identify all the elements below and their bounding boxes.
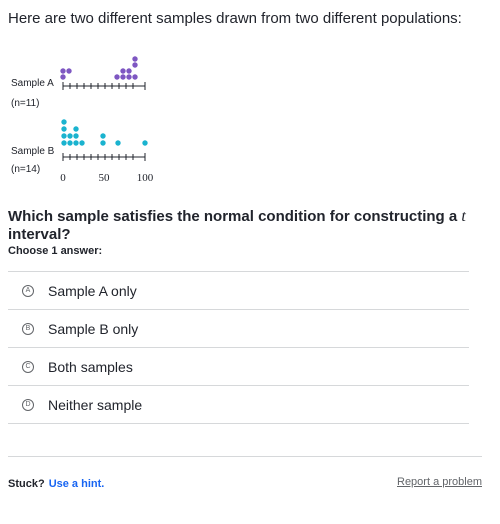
sample-b-dot xyxy=(61,126,66,131)
sample-a-dot xyxy=(126,74,131,79)
stuck-label: Stuck? Use a hint. xyxy=(8,478,104,490)
sample-b-dot xyxy=(61,133,66,138)
choice-c-radio[interactable]: C xyxy=(22,361,34,373)
sample-a-n: (n=11) xyxy=(11,98,39,109)
stuck-text: Stuck? xyxy=(8,478,45,490)
sample-a-dot xyxy=(132,62,137,67)
sample-a-label: Sample A xyxy=(11,78,54,89)
sample-a-dot xyxy=(66,68,71,73)
sample-b-dot xyxy=(142,140,147,145)
tick-label-50: 50 xyxy=(99,172,111,184)
choice-d-radio[interactable]: D xyxy=(22,399,34,411)
use-hint-link[interactable]: Use a hint. xyxy=(49,478,105,490)
choose-label: Choose 1 answer: xyxy=(8,245,102,257)
sample-a-dot xyxy=(60,74,65,79)
choice-b-text: Sample B only xyxy=(48,321,138,337)
sample-b-dot xyxy=(73,140,78,145)
question-prompt: Which sample satisfies the normal condit… xyxy=(8,208,500,243)
sample-b-dot xyxy=(73,126,78,131)
tick-label-100: 100 xyxy=(137,172,154,184)
sample-b-dot xyxy=(67,133,72,138)
sample-a-dots xyxy=(60,56,137,79)
sample-b-dot xyxy=(100,140,105,145)
sample-a-dot xyxy=(132,56,137,61)
footer-divider xyxy=(8,456,482,457)
prompt-t-variable: t xyxy=(461,208,465,225)
choice-c-text: Both samples xyxy=(48,359,133,375)
tick-label-0: 0 xyxy=(60,172,66,184)
sample-b-dot xyxy=(67,140,72,145)
sample-a-dot xyxy=(132,74,137,79)
sample-b-dot xyxy=(115,140,120,145)
sample-b-n: (n=14) xyxy=(11,164,40,175)
question-text: Here are two different samples drawn fro… xyxy=(8,10,462,27)
choice-b-radio[interactable]: B xyxy=(22,323,34,335)
sample-b-dots xyxy=(61,119,147,145)
choice-a-text: Sample A only xyxy=(48,283,137,299)
sample-a-dot xyxy=(60,68,65,73)
sample-b-dot xyxy=(61,119,66,124)
sample-a-dot xyxy=(120,68,125,73)
sample-b-axis xyxy=(63,153,145,161)
answer-choices: A Sample A only B Sample B only C Both s… xyxy=(8,271,469,424)
sample-a-dot xyxy=(120,74,125,79)
sample-a-dot xyxy=(126,68,131,73)
choice-a-radio[interactable]: A xyxy=(22,285,34,297)
report-problem-link[interactable]: Report a problem xyxy=(397,476,482,488)
sample-b-dot xyxy=(100,133,105,138)
dot-plots: Sample A (n=11) Sample B (n=14) xyxy=(0,44,170,189)
sample-b-dot xyxy=(61,140,66,145)
sample-b-dot xyxy=(73,133,78,138)
sample-a-axis xyxy=(63,82,145,90)
sample-b-label: Sample B xyxy=(11,146,55,157)
choice-b[interactable]: B Sample B only xyxy=(8,310,469,348)
prompt-text-before: Which sample satisfies the normal condit… xyxy=(8,208,457,225)
choice-d-text: Neither sample xyxy=(48,397,142,413)
sample-a-dot xyxy=(114,74,119,79)
prompt-text-after: interval? xyxy=(8,226,71,243)
sample-b-dot xyxy=(79,140,84,145)
choice-d[interactable]: D Neither sample xyxy=(8,386,469,424)
choice-a[interactable]: A Sample A only xyxy=(8,272,469,310)
choice-c[interactable]: C Both samples xyxy=(8,348,469,386)
